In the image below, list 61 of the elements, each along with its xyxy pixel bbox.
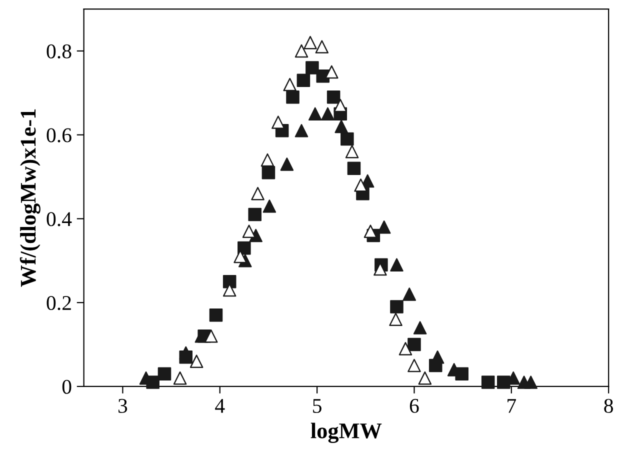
point xyxy=(190,354,204,368)
x-axis-title: logMW xyxy=(310,422,382,444)
point xyxy=(222,283,236,297)
x-tick-label: 3 xyxy=(118,398,128,413)
y-tick-label: 0 xyxy=(62,380,72,394)
point xyxy=(334,120,348,134)
point xyxy=(390,258,404,272)
point xyxy=(262,200,276,213)
point xyxy=(430,350,444,364)
point xyxy=(283,78,296,92)
point xyxy=(390,300,404,314)
point xyxy=(294,124,308,138)
y-tick-label: 0.2 xyxy=(46,296,71,310)
point xyxy=(340,132,354,146)
point xyxy=(251,186,264,200)
point xyxy=(345,144,359,158)
point xyxy=(496,376,510,389)
point xyxy=(398,342,412,356)
point xyxy=(209,308,223,322)
point xyxy=(364,224,378,238)
y-tick-label: 0.8 xyxy=(46,44,72,58)
point xyxy=(286,90,300,104)
point xyxy=(347,162,361,176)
point xyxy=(260,153,274,167)
point xyxy=(413,321,427,334)
point xyxy=(324,65,338,79)
point xyxy=(296,74,310,87)
point xyxy=(402,288,416,301)
point xyxy=(306,61,319,74)
point xyxy=(248,208,262,222)
x-tick-label: 7 xyxy=(508,399,516,413)
x-tick-label: 8 xyxy=(604,398,613,413)
point xyxy=(354,178,368,192)
point xyxy=(304,36,317,50)
point xyxy=(294,44,308,58)
x-tick-label: 6 xyxy=(410,398,419,413)
point xyxy=(321,107,334,121)
point xyxy=(326,90,340,104)
point xyxy=(272,116,285,129)
point xyxy=(238,241,251,255)
point xyxy=(204,330,218,343)
point xyxy=(334,98,348,112)
point xyxy=(418,371,432,385)
x-tick-label: 5 xyxy=(313,399,322,413)
point xyxy=(524,376,538,389)
point xyxy=(242,224,256,238)
y-tick-label: 0.6 xyxy=(46,128,72,142)
point xyxy=(481,376,495,389)
point xyxy=(280,158,294,171)
point xyxy=(173,371,187,385)
point xyxy=(158,367,172,381)
y-axis-title: Wf/(dlogMw)x1e-1 xyxy=(20,109,40,287)
point xyxy=(389,312,402,326)
point xyxy=(408,358,421,372)
y-tick-label: 0.4 xyxy=(46,212,72,226)
point xyxy=(262,166,276,180)
point xyxy=(315,40,329,54)
point xyxy=(408,338,421,352)
point xyxy=(308,107,322,121)
point xyxy=(222,274,236,288)
x-tick-label: 4 xyxy=(215,399,225,413)
